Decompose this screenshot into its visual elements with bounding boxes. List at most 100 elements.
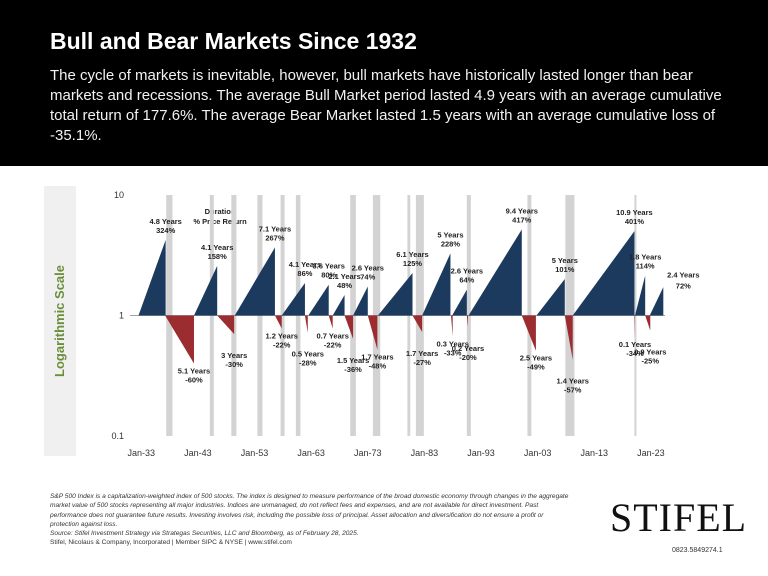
duration-label: 4.1 Years	[289, 260, 321, 269]
bear-area	[645, 315, 651, 331]
duration-label: 1.7 Years	[406, 349, 438, 358]
value-label: -27%	[413, 358, 431, 367]
title: Bull and Bear Markets Since 1932	[50, 28, 417, 54]
duration-label: 5 Years	[437, 230, 463, 239]
value-label: 114%	[636, 262, 655, 271]
logo: STIFEL	[610, 495, 748, 540]
bear-area	[466, 315, 468, 328]
duration-label: 0.3 Years	[436, 339, 468, 348]
value-label: -30%	[225, 360, 243, 369]
duration-label: 10.9 Years	[616, 208, 653, 217]
bear-label: 3 Years -30%	[221, 351, 247, 369]
duration-label: 0.5 Years	[292, 350, 324, 359]
bear-area	[328, 315, 333, 329]
x-tick-label: Jan-33	[128, 448, 156, 458]
bull-label: 2.6 Years 74%	[352, 264, 384, 282]
value-label: 324%	[156, 226, 176, 235]
value-label: -22%	[273, 341, 291, 350]
bull-area	[377, 273, 413, 316]
bull-label: 1.8 Years 114%	[629, 253, 661, 271]
value-label: -25%	[642, 357, 660, 366]
duration-label: 3.6 Years	[313, 262, 345, 271]
bear-area	[521, 315, 536, 351]
bull-label: 2.6 Years 64%	[451, 267, 483, 285]
x-tick-label: Jan-03	[524, 448, 552, 458]
x-tick-label: Jan-13	[580, 448, 608, 458]
value-label: -34%	[626, 349, 644, 358]
value-label: -33%	[444, 348, 462, 357]
bear-label: 0.5 Years -28%	[292, 350, 324, 368]
duration-label: 1.8 Years	[629, 253, 661, 262]
bear-area	[344, 315, 354, 339]
duration-label: 1.4 Years	[557, 377, 589, 386]
bear-label: 1.5 Years -36%	[337, 356, 369, 374]
bear-area	[564, 315, 573, 360]
duration-label: 2.4 Years	[667, 271, 699, 280]
bull-area	[234, 247, 275, 316]
bear-area	[217, 315, 235, 335]
bull-area	[649, 287, 664, 316]
bear-label: 0.3 Years -33%	[436, 339, 468, 357]
intro-text: The cycle of markets is inevitable, howe…	[50, 67, 722, 144]
value-label: -49%	[527, 363, 545, 372]
bear-label: 0.7 Years -22%	[316, 332, 348, 350]
value-label: -60%	[185, 375, 203, 384]
bear-label: 1.4 Years -57%	[557, 377, 589, 395]
chart: Logarithmic Scale Duration % Price Retur…	[44, 186, 700, 458]
y-tick-label: 0.1	[111, 431, 124, 441]
x-tick-label: Jan-53	[241, 448, 269, 458]
bear-label: 1.7 Years -27%	[406, 349, 438, 367]
value-label: -57%	[564, 386, 582, 395]
value-label: 101%	[555, 265, 575, 274]
bull-label: 2.4 Years 72%	[667, 271, 699, 291]
bear-label: 2.5 Years -49%	[520, 354, 552, 372]
value-label: -36%	[344, 365, 362, 374]
value-label: -22%	[324, 341, 342, 350]
bull-area	[308, 284, 329, 316]
y-tick-label: 1	[119, 311, 124, 321]
header: Bull and Bear Markets Since 1932 The cyc…	[0, 0, 768, 166]
bull-area	[281, 283, 305, 316]
bull-area	[468, 229, 522, 316]
value-label: 228%	[441, 239, 461, 248]
duration-label: 2.1 Years	[328, 272, 360, 281]
bear-area	[367, 315, 378, 350]
bear-label: 0.9 Years -25%	[634, 348, 666, 366]
bear-area	[634, 315, 635, 338]
bull-label: 10.9 Years 401%	[616, 208, 653, 226]
value-label: -20%	[459, 353, 477, 362]
bear-label: 0.2 Years -20%	[452, 344, 484, 362]
duration-label: 7.1 Years	[259, 224, 291, 233]
value-label: 74%	[360, 273, 375, 282]
bear-area	[304, 315, 308, 333]
bull-area	[452, 289, 467, 316]
value-label: 48%	[337, 281, 352, 290]
annotation: Duration	[205, 207, 236, 216]
duration-label: 6.1 Years	[396, 250, 428, 259]
value-label: 401%	[625, 217, 645, 226]
duration-label: 0.7 Years	[316, 332, 348, 341]
duration-label: 0.2 Years	[452, 344, 484, 353]
value-label: -48%	[369, 362, 387, 371]
x-tick-label: Jan-83	[411, 448, 439, 458]
duration-label: 2.6 Years	[451, 267, 483, 276]
value-label: 64%	[459, 276, 474, 285]
bull-area	[536, 278, 565, 316]
duration-label: 0.9 Years	[634, 348, 666, 357]
bull-label: 9.4 Years 417%	[506, 207, 538, 225]
bull-area	[422, 253, 451, 316]
bull-label: 4.1 Years 158%	[201, 243, 233, 261]
duration-label: 1.5 Years	[337, 356, 369, 365]
bear-label: 0.1 Years -34%	[619, 340, 651, 358]
bear-area	[165, 315, 194, 364]
bull-area	[193, 265, 218, 316]
duration-label: 5 Years	[552, 256, 578, 265]
x-tick-label: Jan-93	[467, 448, 495, 458]
x-tick-label: Jan-23	[637, 448, 665, 458]
bull-area	[353, 286, 368, 316]
x-tick-label: Jan-43	[184, 448, 212, 458]
duration-label: 2.5 Years	[520, 354, 552, 363]
source: Source: Stifel Investment Strategy via S…	[50, 530, 359, 538]
duration-label: 5.1 Years	[178, 366, 210, 375]
